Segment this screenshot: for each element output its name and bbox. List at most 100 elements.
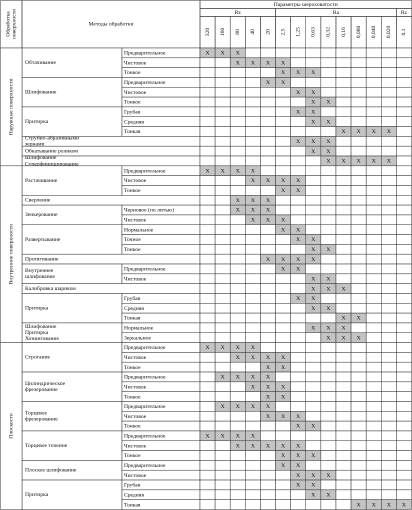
- cell: [305, 224, 322, 235]
- cell: [381, 145, 397, 157]
- cell: [335, 67, 352, 78]
- cell: [320, 204, 337, 216]
- cell: [275, 87, 291, 98]
- cell: [290, 165, 306, 176]
- cell: [290, 499, 306, 510]
- cell: [381, 224, 397, 235]
- cell: [229, 116, 246, 127]
- mark: X: [326, 149, 330, 155]
- cell: [260, 273, 276, 284]
- cell: [320, 195, 337, 206]
- value-label: 0,1: [401, 28, 407, 35]
- stage-name: Тонкое: [124, 394, 141, 400]
- cell: [245, 469, 261, 481]
- mark: X: [266, 198, 270, 204]
- cell: [365, 312, 382, 324]
- mark: X: [266, 365, 270, 371]
- cell: [214, 322, 231, 334]
- cell: [350, 195, 367, 206]
- cell: [365, 273, 382, 284]
- cell: [245, 332, 261, 343]
- cell: [365, 293, 382, 304]
- stage-name: Чистовое: [124, 90, 147, 96]
- mark: X: [311, 276, 315, 282]
- cell: [396, 479, 412, 491]
- cell: [381, 273, 397, 284]
- cell: [396, 47, 412, 59]
- stage-name: Тонкая: [124, 316, 141, 322]
- cell: [365, 381, 382, 392]
- cell: [290, 116, 306, 127]
- mark: X: [251, 198, 255, 204]
- cell: [365, 411, 382, 422]
- cell: [305, 361, 322, 373]
- cell: [214, 273, 231, 284]
- cell: [199, 145, 216, 157]
- cell: [260, 263, 276, 275]
- stage-name: Чистовое: [124, 443, 147, 449]
- stage-name: Грубая: [124, 109, 141, 116]
- stage-name: Чистовое: [124, 414, 147, 420]
- mark: X: [311, 492, 315, 498]
- cell: [320, 224, 337, 235]
- cell: [245, 126, 261, 137]
- cell: [260, 469, 276, 481]
- mark: X: [296, 188, 300, 194]
- mark: X: [357, 335, 361, 341]
- cell: [381, 244, 397, 255]
- cell: [275, 489, 291, 500]
- cell: [396, 371, 412, 383]
- cell: [320, 499, 337, 510]
- cell: [335, 371, 352, 383]
- cell: [275, 303, 291, 314]
- cell: [396, 361, 412, 373]
- cell: [381, 420, 397, 432]
- mark: X: [326, 326, 330, 332]
- cell: [396, 67, 412, 78]
- cell: [365, 214, 382, 225]
- stage-name: Чистовое: [124, 355, 147, 361]
- cell: [245, 96, 261, 108]
- cell: [245, 234, 261, 245]
- cell: [350, 322, 367, 334]
- stage-name: Тонкая: [124, 129, 141, 135]
- cell: [229, 145, 246, 157]
- value-label: 40: [250, 29, 256, 35]
- cell: [275, 371, 291, 383]
- cell: [305, 195, 322, 206]
- cell: [214, 499, 231, 510]
- cell: [260, 322, 276, 334]
- mark: X: [326, 473, 330, 479]
- cell: [350, 460, 367, 471]
- method-name: Торцевое точение: [25, 443, 68, 449]
- cell: [290, 47, 306, 59]
- cell: [260, 460, 276, 471]
- cell: [260, 47, 276, 59]
- cell: [199, 303, 216, 314]
- cell: [320, 391, 337, 402]
- cell: [305, 460, 322, 471]
- cell: [396, 253, 412, 265]
- cell: [229, 224, 246, 235]
- stage-name: Предварительное: [124, 434, 166, 440]
- cell: [214, 440, 231, 451]
- method-name: Внутреннее: [25, 268, 54, 274]
- cell: [381, 263, 397, 275]
- cell: [381, 106, 397, 117]
- cell: [320, 253, 337, 265]
- cell: [229, 234, 246, 245]
- cell: [350, 293, 367, 304]
- cell: [396, 303, 412, 314]
- cell: [381, 253, 397, 265]
- mark: X: [281, 227, 285, 233]
- cell: [260, 106, 276, 117]
- cell: [396, 175, 412, 186]
- cell: [214, 489, 231, 500]
- cell: [381, 214, 397, 225]
- cell: [381, 489, 397, 500]
- cell: [199, 106, 216, 117]
- cell: [214, 126, 231, 137]
- cell: [305, 381, 322, 392]
- cell: [381, 479, 397, 491]
- mark: X: [372, 159, 376, 165]
